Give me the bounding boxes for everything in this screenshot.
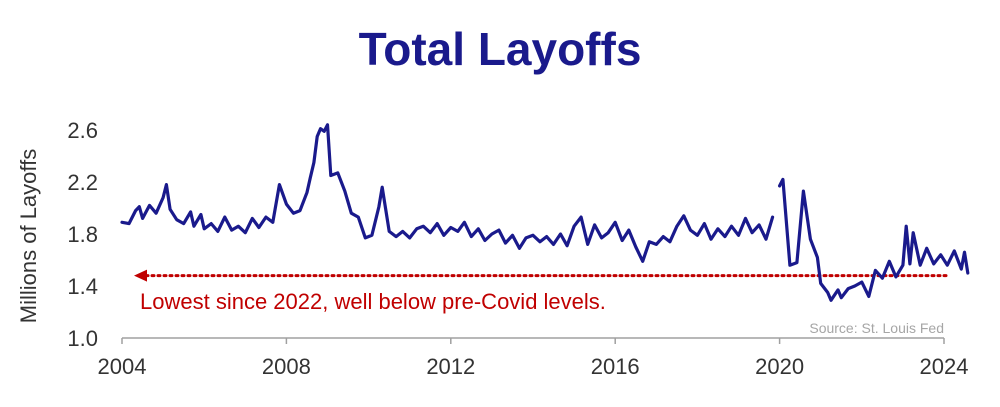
- y-tick-label: 2.6: [67, 118, 98, 143]
- reference-arrowhead: [134, 269, 147, 282]
- x-tick-label: 2012: [426, 354, 475, 379]
- x-tick-label: 2008: [262, 354, 311, 379]
- series-layer: [120, 123, 970, 302]
- series-line: [778, 177, 970, 302]
- y-tick-label: 1.0: [67, 326, 98, 351]
- y-tick-label: 2.2: [67, 170, 98, 195]
- x-tick-label: 2016: [591, 354, 640, 379]
- source-note: Source: St. Louis Fed: [809, 320, 944, 336]
- x-tick-label: 2020: [755, 354, 804, 379]
- y-tick-label: 1.8: [67, 222, 98, 247]
- y-axis-label: Millions of Layoffs: [16, 149, 41, 323]
- chart-title: Total Layoffs: [358, 23, 642, 75]
- annotation-text: Lowest since 2022, well below pre-Covid …: [140, 289, 606, 314]
- reference-layer: [134, 269, 952, 282]
- x-tick-label: 2004: [98, 354, 147, 379]
- axes: [121, 337, 945, 344]
- x-tick-label: 2024: [920, 354, 969, 379]
- text-layer: 2004 2008 2012 2016 2020 2024 1.0 1.4 1.8 2.2 2.6 M…: [16, 118, 968, 379]
- y-tick-label: 1.4: [67, 274, 98, 299]
- series-line: [120, 123, 775, 263]
